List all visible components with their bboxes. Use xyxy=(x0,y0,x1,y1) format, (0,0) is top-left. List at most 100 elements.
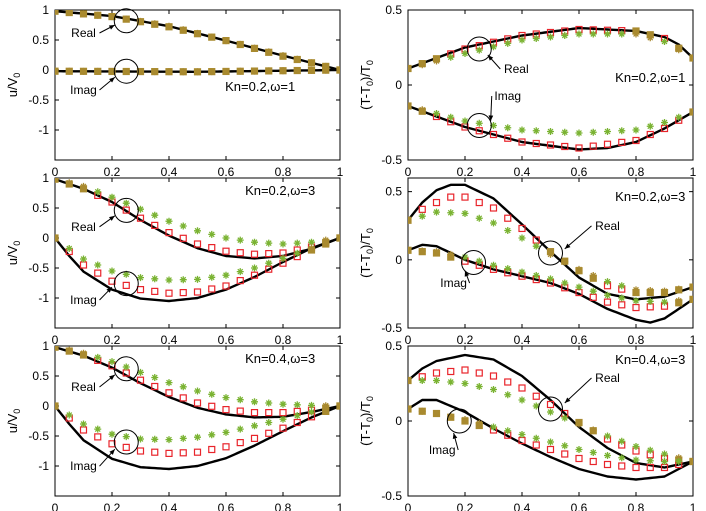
y-tick-label: 0 xyxy=(395,414,402,428)
asterisk-marker-imag xyxy=(308,66,315,74)
asterisk-marker-real xyxy=(279,400,287,408)
annotation-arrowhead xyxy=(488,115,494,121)
asterisk-marker-imag xyxy=(675,458,683,465)
asterisk-marker-imag xyxy=(194,68,201,76)
asterisk-marker-imag xyxy=(504,124,512,132)
asterisk-marker-real xyxy=(461,209,469,217)
panel-middle-left: 0 0.2 0.4 0.6 0.8 1 -1 -0.5 0 0.5 1 u/V0​ Real Imag Kn… xyxy=(5,171,344,347)
asterisk-marker-imag xyxy=(547,438,554,446)
square-marker-imag xyxy=(561,142,569,151)
asterisk-marker-imag xyxy=(293,249,301,257)
square-marker-real xyxy=(504,214,512,222)
y-axis-label: u/V0​ xyxy=(5,241,22,266)
asterisk-marker-imag xyxy=(547,128,554,135)
asterisk-marker-imag xyxy=(490,423,497,431)
square-marker-imag xyxy=(208,285,216,293)
panel-title: Kn=0.2,ω=3 xyxy=(245,183,315,198)
asterisk-marker-imag xyxy=(137,68,144,76)
asterisk-marker-real xyxy=(194,29,201,37)
asterisk-marker-real xyxy=(279,240,287,248)
asterisk-marker-imag xyxy=(265,67,273,75)
asterisk-marker-imag xyxy=(433,110,440,117)
x-tick-label: 0.8 xyxy=(275,165,292,179)
asterisk-marker-imag xyxy=(336,66,340,74)
asterisk-marker-imag xyxy=(194,275,201,283)
asterisk-marker-imag xyxy=(632,456,640,464)
asterisk-marker-real xyxy=(675,285,683,293)
asterisk-marker-imag xyxy=(222,428,230,436)
square-marker-imag xyxy=(165,449,173,457)
square-marker-real xyxy=(504,378,512,386)
asterisk-marker-real xyxy=(475,46,483,54)
axes-box xyxy=(54,9,341,161)
x-tick-label: 1 xyxy=(337,165,344,179)
square-marker-imag xyxy=(250,271,259,279)
square-marker-imag xyxy=(575,454,583,463)
square-marker-real xyxy=(165,389,173,397)
asterisk-marker-real xyxy=(447,53,455,61)
y-axis-label: (T-T0​)/T0​ xyxy=(358,60,375,110)
asterisk-marker-real xyxy=(604,30,611,38)
square-marker-real xyxy=(418,205,426,213)
asterisk-marker-imag xyxy=(208,273,216,281)
asterisk-marker-imag xyxy=(532,127,540,135)
asterisk-marker-real xyxy=(108,13,116,21)
square-marker-real xyxy=(136,214,145,222)
asterisk-marker-imag xyxy=(518,431,526,438)
asterisk-marker-real xyxy=(561,414,569,422)
asterisk-marker-imag xyxy=(675,113,683,121)
asterisk-marker-imag xyxy=(575,446,583,453)
square-marker-imag xyxy=(589,142,597,150)
annotation-circle-imag xyxy=(113,429,139,455)
asterisk-marker-imag xyxy=(418,407,426,415)
asterisk-marker-real xyxy=(308,59,315,67)
asterisk-marker-real xyxy=(604,278,611,286)
annotation-circle-imag xyxy=(113,58,139,84)
asterisk-marker-real xyxy=(632,443,640,450)
asterisk-marker-real xyxy=(65,10,73,17)
square-marker-imag xyxy=(546,445,555,454)
annotation-circle-imag xyxy=(461,250,487,276)
asterisk-marker-real xyxy=(518,234,526,242)
asterisk-marker-imag xyxy=(689,108,693,116)
square-marker-real xyxy=(250,409,259,417)
square-marker-imag xyxy=(136,286,145,294)
x-tick-label: 0.6 xyxy=(571,501,588,511)
asterisk-marker-imag xyxy=(646,297,654,305)
asterisk-marker-real xyxy=(65,179,73,187)
asterisk-marker-imag xyxy=(55,67,59,75)
annotation-circle-real xyxy=(538,396,563,422)
asterisk-marker-imag xyxy=(408,102,412,110)
x-tick-label: 0.6 xyxy=(571,165,588,179)
asterisk-marker-imag xyxy=(108,267,116,275)
asterisk-marker-imag xyxy=(461,253,469,261)
asterisk-marker-real xyxy=(165,217,173,225)
asterisk-marker-imag xyxy=(547,275,554,283)
asterisk-marker-imag xyxy=(251,67,258,75)
asterisk-marker-real xyxy=(80,10,87,18)
asterisk-marker-imag xyxy=(108,430,116,438)
square-marker-imag xyxy=(603,298,612,306)
square-marker-real xyxy=(447,367,455,376)
square-marker-real xyxy=(518,224,526,233)
panel-bottom-left: 0 0.2 0.4 0.6 0.8 1 -1 -0.5 0 0.5 1 u/V0​ Real Imag Kn… xyxy=(5,339,344,511)
asterisk-marker-real xyxy=(122,363,130,371)
plot-area xyxy=(408,353,693,481)
asterisk-marker-imag xyxy=(151,275,159,283)
asterisk-marker-real xyxy=(632,30,640,38)
square-marker-real xyxy=(236,407,244,415)
asterisk-marker-real xyxy=(251,44,258,52)
square-marker-imag xyxy=(532,139,540,148)
asterisk-marker-real xyxy=(94,353,102,361)
asterisk-marker-imag xyxy=(418,247,426,255)
annotation-arrowhead xyxy=(109,374,115,381)
asterisk-marker-real xyxy=(646,34,654,42)
asterisk-marker-real xyxy=(137,368,144,376)
asterisk-marker-real xyxy=(279,52,287,60)
asterisk-marker-imag xyxy=(65,411,73,419)
y-tick-label: 1 xyxy=(42,3,49,17)
annotation-label-real: Real xyxy=(595,371,620,385)
square-marker-imag xyxy=(618,138,626,146)
plot-area xyxy=(408,183,693,324)
x-tick-label: 0.8 xyxy=(628,501,645,511)
